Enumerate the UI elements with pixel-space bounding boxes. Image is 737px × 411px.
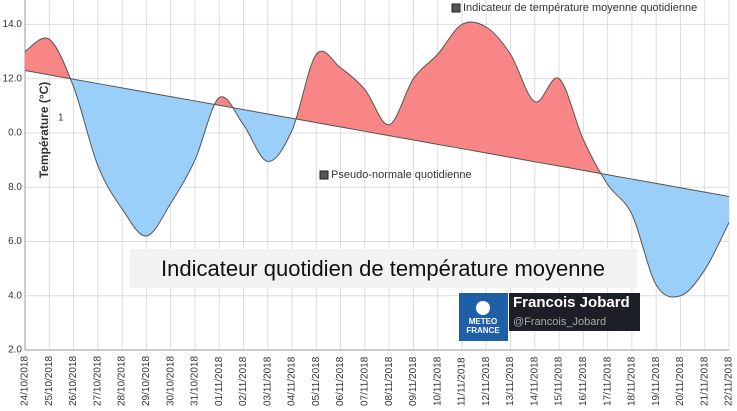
series-line [24,21,730,298]
legend-label: Indicateur de température moyenne quotid… [463,2,697,14]
y-tick-label: 6.0 [8,236,22,247]
legend-swatch [451,3,461,13]
logo [459,293,508,341]
x-tick-label: 19/11/2018 [651,356,662,406]
x-tick-label: 29/10/2018 [141,356,152,406]
x-tick-label: 11/11/2018 [457,357,468,406]
chart-title: Indicateur quotidien de température moye… [161,256,605,281]
y-tick-label: 12.0 [3,73,23,84]
x-tick-label: 18/11/2018 [627,356,638,406]
x-tick-label: 15/11/2018 [554,356,565,406]
x-tick-label: 21/11/2018 [699,356,710,406]
y-axis-label: Température (°C) [37,82,51,179]
x-tick-label: 16/11/2018 [578,356,589,406]
x-tick-label: 24/10/2018 [20,356,31,406]
x-tick-label: 28/10/2018 [117,356,128,406]
x-tick-label: 04/11/2018 [287,356,298,406]
x-tick-label: 13/11/2018 [505,356,516,406]
x-tick-label: 09/11/2018 [408,356,419,406]
y-tick-label: 8.0 [8,182,22,193]
x-tick-label: 14/11/2018 [529,356,540,406]
y-tick-label: 0.0 [8,128,22,139]
area-above [25,21,729,197]
x-tick-label: 08/11/2018 [384,356,395,406]
x-tick-label: 03/11/2018 [262,356,273,406]
author-box [509,293,640,331]
annotation: 1 [58,113,64,124]
x-tick-label: 10/11/2018 [432,356,443,406]
y-tick-label: 14.0 [3,19,23,30]
x-tick-label: 07/11/2018 [360,356,371,406]
x-tick-label: 05/11/2018 [311,356,322,406]
x-tick-label: 06/11/2018 [335,356,346,406]
x-tick-label: 17/11/2018 [602,356,613,406]
y-tick-label: 2.0 [8,345,22,356]
x-tick-label: 30/10/2018 [165,356,176,406]
x-tick-label: 12/11/2018 [481,356,492,406]
title-box [130,249,637,288]
x-tick-label: 01/11/2018 [214,356,225,406]
legend-label: Pseudo-normale quotidienne [331,169,472,181]
logo-icon [476,301,490,315]
series-line [24,70,730,197]
y-tick-label: 4.0 [8,290,22,301]
author-handle: @Francois_Jobard [513,316,606,328]
author-name: Francois Jobard [513,294,630,311]
x-tick-label: 27/10/2018 [92,356,103,406]
logo-text: FRANCE [466,326,500,335]
logo-text: METEO [469,317,497,326]
x-tick-label: 22/11/2018 [724,356,735,406]
x-tick-label: 26/10/2018 [68,356,79,406]
x-tick-label: 31/10/2018 [190,356,201,406]
x-tick-label: 20/11/2018 [675,356,686,406]
x-tick-label: 25/10/2018 [44,356,55,406]
x-tick-label: 02/11/2018 [238,356,249,406]
legend-swatch [319,170,329,180]
